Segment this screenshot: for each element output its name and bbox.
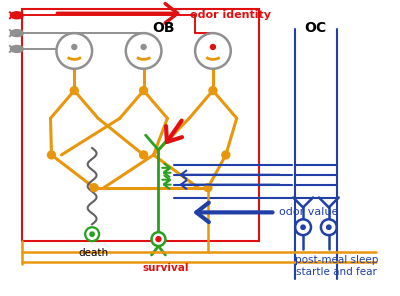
- Circle shape: [295, 219, 311, 235]
- Text: odor value: odor value: [279, 207, 339, 218]
- Circle shape: [327, 225, 331, 229]
- Circle shape: [85, 227, 99, 241]
- Ellipse shape: [10, 30, 23, 37]
- Circle shape: [209, 87, 217, 94]
- Circle shape: [204, 184, 212, 192]
- Circle shape: [90, 232, 94, 236]
- Circle shape: [48, 151, 56, 159]
- Circle shape: [301, 225, 305, 229]
- Text: post-meal sleep
startle and fear: post-meal sleep startle and fear: [295, 255, 378, 277]
- Circle shape: [126, 33, 162, 69]
- Circle shape: [90, 184, 98, 192]
- Bar: [22, 9, 260, 241]
- Circle shape: [141, 44, 146, 49]
- Circle shape: [222, 151, 230, 159]
- Text: death: death: [78, 248, 108, 258]
- Circle shape: [195, 33, 231, 69]
- Circle shape: [72, 44, 77, 49]
- Circle shape: [210, 44, 216, 49]
- Text: odor identity: odor identity: [190, 10, 271, 20]
- Ellipse shape: [10, 12, 23, 19]
- Circle shape: [56, 33, 92, 69]
- Ellipse shape: [10, 46, 23, 52]
- Circle shape: [321, 219, 337, 235]
- Circle shape: [140, 151, 148, 159]
- Circle shape: [140, 87, 148, 94]
- Circle shape: [152, 232, 165, 246]
- Circle shape: [156, 237, 161, 242]
- Text: OB: OB: [152, 21, 175, 35]
- Text: OC: OC: [304, 21, 326, 35]
- Text: survival: survival: [143, 263, 189, 273]
- Circle shape: [70, 87, 78, 94]
